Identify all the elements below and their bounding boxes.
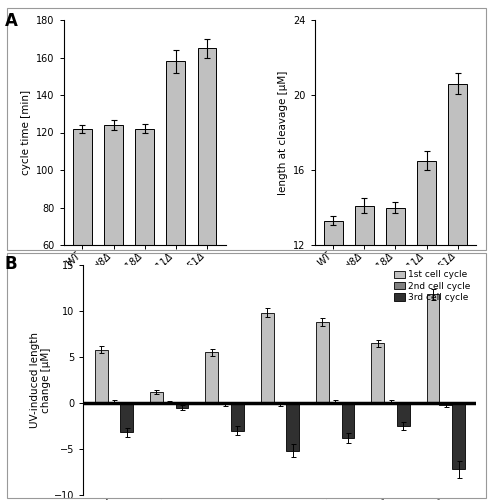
- Bar: [231, 403, 244, 430]
- Bar: [286, 403, 299, 451]
- Bar: [384, 402, 397, 403]
- Bar: [397, 403, 409, 426]
- Bar: [166, 61, 185, 358]
- Text: A: A: [5, 12, 18, 30]
- Bar: [427, 294, 439, 403]
- Bar: [316, 322, 329, 403]
- Bar: [386, 208, 405, 470]
- Bar: [150, 392, 163, 403]
- Y-axis label: UV-induced length
change [μM]: UV-induced length change [μM]: [29, 332, 51, 428]
- Bar: [452, 403, 465, 469]
- Bar: [439, 403, 452, 405]
- Bar: [73, 128, 92, 358]
- Legend: 1st cell cycle, 2nd cell cycle, 3rd cell cycle: 1st cell cycle, 2nd cell cycle, 3rd cell…: [393, 270, 472, 303]
- Bar: [197, 48, 216, 358]
- Y-axis label: length at cleavage [μM]: length at cleavage [μM]: [277, 70, 288, 194]
- Bar: [205, 352, 218, 403]
- Bar: [95, 350, 108, 403]
- Bar: [355, 206, 374, 470]
- Y-axis label: cycle time [min]: cycle time [min]: [21, 90, 31, 175]
- Bar: [120, 403, 133, 432]
- Bar: [342, 403, 355, 438]
- Bar: [417, 160, 436, 470]
- Bar: [329, 402, 342, 403]
- Bar: [176, 403, 189, 407]
- Bar: [371, 343, 384, 403]
- Bar: [108, 402, 120, 403]
- Bar: [324, 220, 343, 470]
- Bar: [104, 125, 123, 358]
- Bar: [136, 128, 154, 358]
- Text: B: B: [5, 255, 18, 273]
- Bar: [218, 403, 231, 404]
- Bar: [273, 403, 286, 404]
- Bar: [448, 84, 467, 470]
- Bar: [261, 313, 273, 403]
